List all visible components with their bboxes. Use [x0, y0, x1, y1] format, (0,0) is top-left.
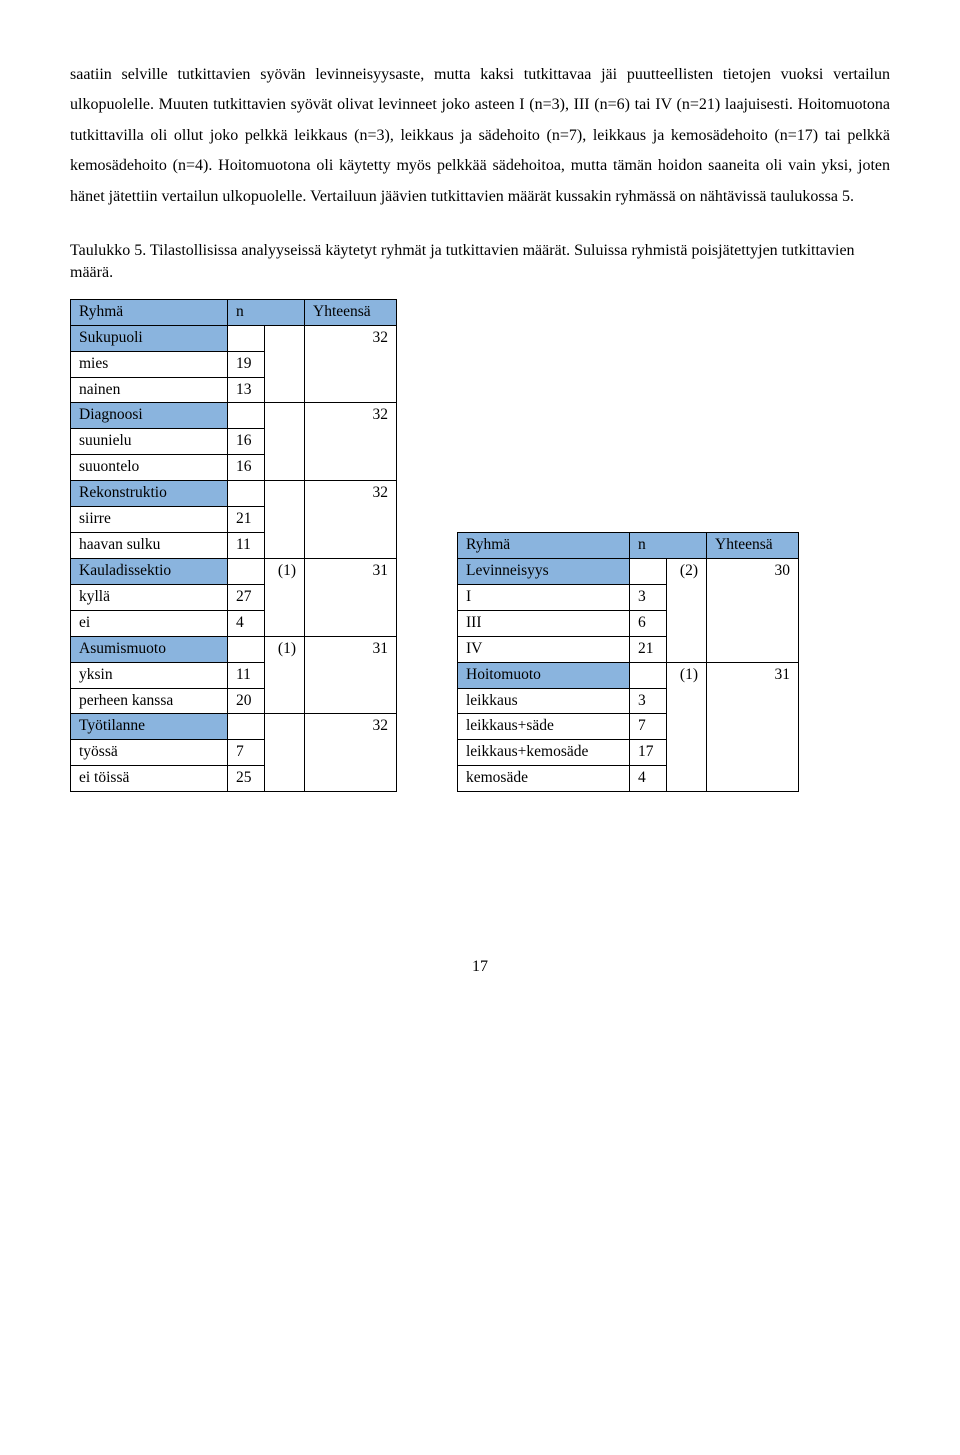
row-label: suunielu: [71, 429, 228, 455]
row-n: 16: [228, 455, 265, 481]
col-header-total: Yhteensä: [305, 299, 397, 325]
row-label: kemosäde: [458, 766, 630, 792]
section-n: [228, 403, 265, 429]
section-total: 32: [305, 325, 397, 403]
section-excluded: (1): [265, 558, 305, 636]
section-excluded: (1): [265, 636, 305, 714]
section-label: Hoitomuoto: [458, 662, 630, 688]
row-n: 16: [228, 429, 265, 455]
section-label: Diagnoosi: [71, 403, 228, 429]
row-n: 27: [228, 584, 265, 610]
row-label: kyllä: [71, 584, 228, 610]
row-label: ei: [71, 610, 228, 636]
section-label: Sukupuoli: [71, 325, 228, 351]
row-n: 4: [630, 766, 667, 792]
table-right: RyhmänYhteensäLevinneisyys(2)30I3III6IV2…: [457, 532, 799, 792]
row-n: 4: [228, 610, 265, 636]
row-label: ei töissä: [71, 766, 228, 792]
row-n: 20: [228, 688, 265, 714]
row-label: suuontelo: [71, 455, 228, 481]
section-total: 32: [305, 714, 397, 792]
row-label: nainen: [71, 377, 228, 403]
row-n: 17: [630, 740, 667, 766]
section-label: Rekonstruktio: [71, 481, 228, 507]
row-n: 21: [228, 507, 265, 533]
section-label: Asumismuoto: [71, 636, 228, 662]
section-n: [228, 636, 265, 662]
section-total: 31: [305, 558, 397, 636]
row-n: 19: [228, 351, 265, 377]
page-number: 17: [70, 952, 890, 982]
row-label: perheen kanssa: [71, 688, 228, 714]
row-label: siirre: [71, 507, 228, 533]
section-excluded: (1): [667, 662, 707, 792]
tables-wrapper: RyhmänYhteensäSukupuoli32mies19nainen13D…: [70, 299, 890, 793]
row-n: 21: [630, 636, 667, 662]
section-total: 32: [305, 481, 397, 559]
row-label: yksin: [71, 662, 228, 688]
section-n: [630, 662, 667, 688]
section-total: 31: [707, 662, 799, 792]
section-label: Levinneisyys: [458, 558, 630, 584]
row-label: III: [458, 610, 630, 636]
row-label: mies: [71, 351, 228, 377]
row-label: haavan sulku: [71, 533, 228, 559]
col-header-group: Ryhmä: [71, 299, 228, 325]
table-left: RyhmänYhteensä Sukupuoli 32 mies19nainen13D…: [70, 299, 397, 793]
col-header-n: n: [228, 299, 305, 325]
section-n: [228, 481, 265, 507]
section-excluded: [265, 481, 305, 559]
col-header-group: Ryhmä: [458, 533, 630, 559]
section-excluded: [265, 325, 305, 403]
section-total: 30: [707, 558, 799, 662]
row-label: IV: [458, 636, 630, 662]
row-n: 11: [228, 533, 265, 559]
row-n: 25: [228, 766, 265, 792]
section-n: [228, 714, 265, 740]
col-header-n: n: [630, 533, 707, 559]
body-paragraph: saatiin selville tutkittavien syövän lev…: [70, 60, 890, 212]
section-n: [228, 325, 265, 351]
section-excluded: [265, 403, 305, 481]
row-label: leikkaus: [458, 688, 630, 714]
section-label: Työtilanne: [71, 714, 228, 740]
row-label: työssä: [71, 740, 228, 766]
section-n: [228, 558, 265, 584]
section-n: [630, 558, 667, 584]
section-excluded: (2): [667, 558, 707, 662]
row-n: 7: [228, 740, 265, 766]
section-total: 32: [305, 403, 397, 481]
row-n: 13: [228, 377, 265, 403]
col-header-total: Yhteensä: [707, 533, 799, 559]
row-n: 11: [228, 662, 265, 688]
row-label: leikkaus+kemosäde: [458, 740, 630, 766]
row-n: 6: [630, 610, 667, 636]
row-label: leikkaus+säde: [458, 714, 630, 740]
table-caption: Taulukko 5. Tilastollisissa analyyseissä…: [70, 240, 890, 285]
section-label: Kauladissektio: [71, 558, 228, 584]
row-label: I: [458, 584, 630, 610]
section-total: 31: [305, 636, 397, 714]
row-n: 3: [630, 688, 667, 714]
row-n: 7: [630, 714, 667, 740]
section-excluded: [265, 714, 305, 792]
row-n: 3: [630, 584, 667, 610]
